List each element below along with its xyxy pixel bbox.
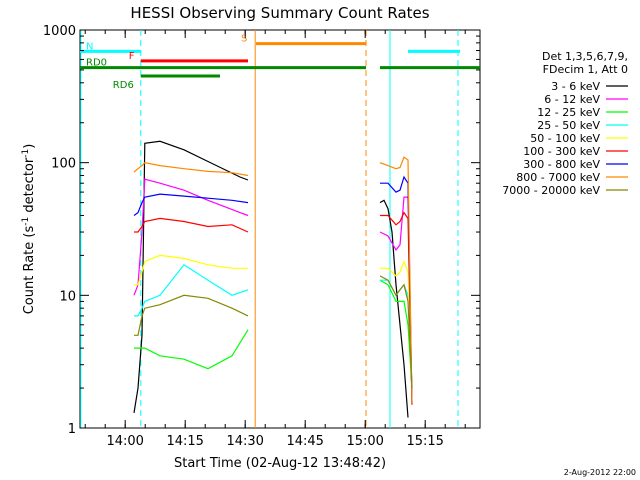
series-line-3-0 (134, 264, 249, 317)
legend-entry-4: 50 - 100 keV (530, 132, 600, 145)
legend-header-0: Det 1,3,5,6,7,9, (542, 50, 628, 63)
chart-title: HESSI Observing Summary Count Rates (130, 4, 429, 22)
plot-frame (79, 29, 481, 429)
series-line-4-0 (134, 254, 248, 286)
legend-entry-5: 100 - 300 keV (523, 145, 600, 158)
series-line-7-0 (133, 162, 249, 177)
flag-label-1: F (129, 51, 135, 62)
y-tick-label-1: 10 (59, 289, 76, 304)
x-tick-label-0: 14:00 (106, 434, 143, 449)
legend: Det 1,3,5,6,7,9,FDecim 1, Att 0 3 - 6 keV… (502, 50, 628, 197)
series-line-7-1 (379, 156, 413, 405)
flag-label-2: RD0 (86, 58, 107, 69)
y-axis-label: Count Rate (s-1 detector-1) (21, 144, 37, 315)
series-line-2-1 (379, 279, 413, 389)
y-axis-label-sup2: -1 (21, 149, 31, 158)
legend-entry-8: 7000 - 20000 keV (502, 184, 600, 197)
y-tick-label-2: 100 (51, 157, 76, 172)
y-tick-label-3: 1000 (43, 24, 76, 39)
x-tick-label-1: 14:15 (166, 434, 203, 449)
x-tick-label-5: 15:15 (406, 434, 443, 449)
timestamp-label: 2-Aug-2012 22:00 (564, 468, 636, 477)
flag-label-4: S (241, 34, 247, 45)
series-line-1-0 (133, 178, 249, 296)
x-tick-label-3: 14:45 (286, 434, 323, 449)
series-line-4-1 (380, 259, 413, 389)
x-tick-label-2: 14:30 (226, 434, 263, 449)
flag-label-0: N (86, 41, 93, 52)
x-axis-label: Start Time (02-Aug-12 13:48:42) (174, 456, 386, 471)
y-axis-label-main: Count Rate (s (22, 226, 37, 315)
series-line-2-0 (134, 329, 249, 370)
legend-entry-2: 12 - 25 keV (537, 106, 600, 119)
series-line-5-1 (380, 211, 413, 405)
y-axis-label-end: ) (22, 144, 37, 149)
legend-entry-1: 6 - 12 keV (544, 93, 600, 106)
legend-entry-3: 25 - 50 keV (537, 119, 600, 132)
series-line-6-0 (133, 193, 249, 216)
legend-entry-6: 300 - 800 keV (523, 158, 600, 171)
series-line-0-0 (133, 140, 249, 413)
axis-ticks: 1 10 100 1000 14:00 14:15 14:30 14:45 15:00 15:15 (43, 24, 480, 449)
vertical-markers (80, 30, 459, 428)
x-tick-label-4: 15:00 (346, 434, 383, 449)
series-line-8-0 (134, 294, 249, 336)
legend-entry-0: 3 - 6 keV (551, 80, 600, 93)
series-line-5-0 (134, 217, 249, 233)
legend-header-1: FDecim 1, Att 0 (543, 63, 628, 76)
series-line-8-1 (379, 275, 413, 389)
flag-label-3: RD6 (113, 80, 134, 91)
attenuator-flags: N F RD0 RD6 S (80, 34, 480, 91)
count-rate-series (133, 140, 413, 418)
y-axis-label-sup1: -1 (21, 217, 31, 226)
y-tick-label-0: 1 (68, 422, 76, 437)
series-line-0-1 (379, 199, 409, 418)
y-axis-label-mid: detector (22, 157, 37, 217)
legend-entry-7: 800 - 7000 keV (516, 171, 600, 184)
